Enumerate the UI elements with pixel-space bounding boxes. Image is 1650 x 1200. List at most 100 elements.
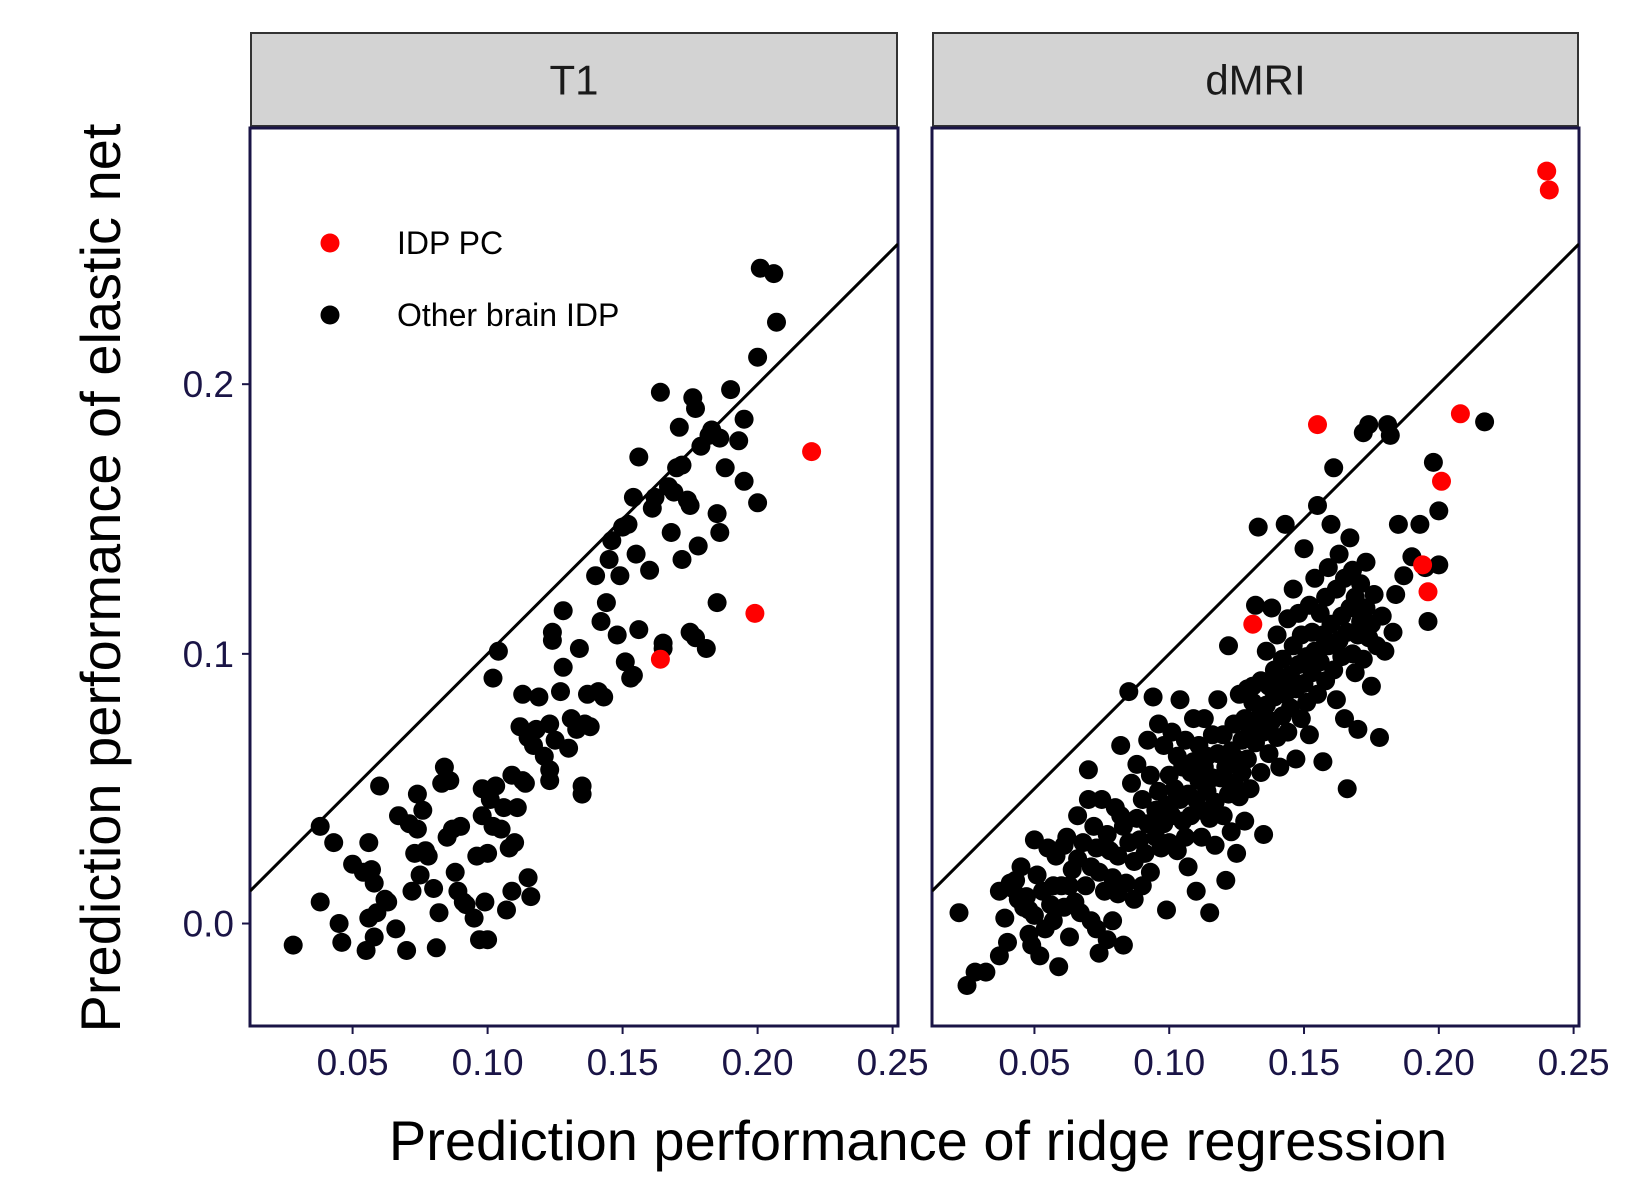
point-other-brain-idp bbox=[976, 962, 996, 982]
point-other-brain-idp bbox=[572, 784, 592, 804]
point-other-brain-idp bbox=[1364, 585, 1384, 604]
point-other-brain-idp bbox=[551, 682, 570, 702]
point-other-brain-idp bbox=[515, 773, 535, 793]
point-other-brain-idp bbox=[1283, 579, 1303, 599]
point-other-brain-idp bbox=[283, 935, 303, 955]
x-tick-label: 0.25 bbox=[1538, 1042, 1610, 1083]
point-other-brain-idp bbox=[1248, 517, 1268, 537]
point-other-brain-idp bbox=[497, 900, 516, 920]
facet-strip bbox=[932, 32, 1579, 127]
point-other-brain-idp bbox=[486, 776, 506, 796]
point-other-brain-idp bbox=[513, 684, 533, 704]
point-other-brain-idp bbox=[715, 458, 735, 478]
point-other-brain-idp bbox=[1205, 835, 1225, 855]
point-other-brain-idp bbox=[1097, 930, 1117, 950]
point-other-brain-idp bbox=[1388, 514, 1408, 534]
point-other-brain-idp bbox=[618, 514, 638, 534]
legend-marker-idp-pc bbox=[320, 233, 340, 253]
point-other-brain-idp bbox=[1157, 900, 1176, 920]
point-other-brain-idp bbox=[502, 881, 522, 901]
point-other-brain-idp bbox=[1267, 625, 1287, 645]
point-other-brain-idp bbox=[1246, 595, 1265, 615]
point-other-brain-idp bbox=[475, 892, 495, 912]
legend-label-idp-pc: IDP PC bbox=[397, 225, 503, 261]
point-other-brain-idp bbox=[1103, 911, 1123, 931]
point-other-brain-idp bbox=[1194, 709, 1214, 729]
point-other-brain-idp bbox=[707, 504, 727, 524]
y-tick-label: 0.1 bbox=[183, 634, 234, 675]
point-other-brain-idp bbox=[599, 550, 619, 569]
point-other-brain-idp bbox=[710, 523, 730, 542]
point-other-brain-idp bbox=[672, 455, 692, 475]
facet-panels: T1 0.05 0.10 0.15 0.20 0.25 0.0 0.1 0.2 dMRI 0.05 0… bbox=[183, 32, 1610, 1083]
point-other-brain-idp bbox=[1078, 760, 1098, 780]
point-other-brain-idp bbox=[1359, 415, 1379, 435]
point-other-brain-idp bbox=[505, 833, 525, 853]
point-other-brain-idp bbox=[542, 622, 562, 642]
point-other-brain-idp bbox=[580, 717, 600, 737]
point-other-brain-idp bbox=[1132, 790, 1152, 809]
point-other-brain-idp bbox=[1108, 846, 1128, 866]
point-other-brain-idp bbox=[413, 800, 433, 820]
point-other-brain-idp bbox=[640, 560, 660, 580]
point-other-brain-idp bbox=[1227, 843, 1247, 863]
point-other-brain-idp bbox=[1143, 687, 1163, 707]
point-other-brain-idp bbox=[1305, 568, 1325, 588]
point-other-brain-idp bbox=[721, 380, 741, 400]
point-idp-pc bbox=[1243, 614, 1263, 634]
point-other-brain-idp bbox=[1372, 606, 1392, 626]
point-other-brain-idp bbox=[364, 873, 384, 893]
point-other-brain-idp bbox=[483, 668, 503, 688]
point-other-brain-idp bbox=[559, 738, 579, 758]
point-other-brain-idp bbox=[1078, 790, 1098, 809]
point-idp-pc bbox=[1418, 582, 1438, 602]
point-other-brain-idp bbox=[451, 816, 471, 836]
point-other-brain-idp bbox=[359, 833, 379, 853]
point-other-brain-idp bbox=[540, 714, 560, 734]
point-other-brain-idp bbox=[734, 471, 754, 491]
x-tick-label: 0.15 bbox=[587, 1042, 659, 1083]
point-other-brain-idp bbox=[464, 908, 484, 928]
point-idp-pc bbox=[1450, 404, 1470, 424]
point-other-brain-idp bbox=[734, 409, 754, 429]
point-other-brain-idp bbox=[1337, 779, 1357, 799]
point-other-brain-idp bbox=[1361, 676, 1381, 696]
point-other-brain-idp bbox=[1216, 870, 1236, 890]
point-other-brain-idp bbox=[1275, 514, 1295, 534]
point-other-brain-idp bbox=[1178, 857, 1198, 877]
point-other-brain-idp bbox=[1313, 752, 1333, 772]
legend: IDP PC Other brain IDP bbox=[320, 225, 619, 333]
point-other-brain-idp bbox=[1294, 539, 1314, 559]
point-other-brain-idp bbox=[661, 523, 681, 542]
point-other-brain-idp bbox=[1024, 905, 1044, 925]
point-other-brain-idp bbox=[626, 544, 646, 564]
y-tick-label: 0.0 bbox=[183, 904, 234, 945]
point-other-brain-idp bbox=[1011, 857, 1031, 877]
facet-strip bbox=[250, 32, 898, 127]
point-idp-pc bbox=[745, 603, 765, 623]
point-other-brain-idp bbox=[407, 819, 427, 839]
point-idp-pc bbox=[1539, 180, 1559, 200]
point-other-brain-idp bbox=[1429, 555, 1449, 575]
point-other-brain-idp bbox=[1329, 544, 1349, 564]
point-other-brain-idp bbox=[1049, 957, 1069, 977]
point-other-brain-idp bbox=[1256, 641, 1276, 661]
point-other-brain-idp bbox=[1429, 501, 1449, 521]
point-other-brain-idp bbox=[764, 264, 784, 284]
point-other-brain-idp bbox=[591, 612, 611, 631]
point-other-brain-idp bbox=[629, 447, 649, 467]
point-other-brain-idp bbox=[1200, 903, 1220, 923]
point-other-brain-idp bbox=[478, 930, 498, 950]
point-other-brain-idp bbox=[1375, 641, 1395, 661]
point-other-brain-idp bbox=[1394, 566, 1414, 586]
x-tick-label: 0.20 bbox=[722, 1042, 794, 1083]
point-idp-pc bbox=[1308, 415, 1327, 435]
point-other-brain-idp bbox=[748, 493, 768, 513]
point-other-brain-idp bbox=[488, 641, 508, 661]
point-other-brain-idp bbox=[1251, 763, 1271, 782]
point-other-brain-idp bbox=[1335, 709, 1354, 729]
point-other-brain-idp bbox=[1370, 728, 1389, 747]
point-other-brain-idp bbox=[623, 665, 643, 685]
point-other-brain-idp bbox=[707, 593, 727, 613]
point-other-brain-idp bbox=[1254, 825, 1274, 844]
